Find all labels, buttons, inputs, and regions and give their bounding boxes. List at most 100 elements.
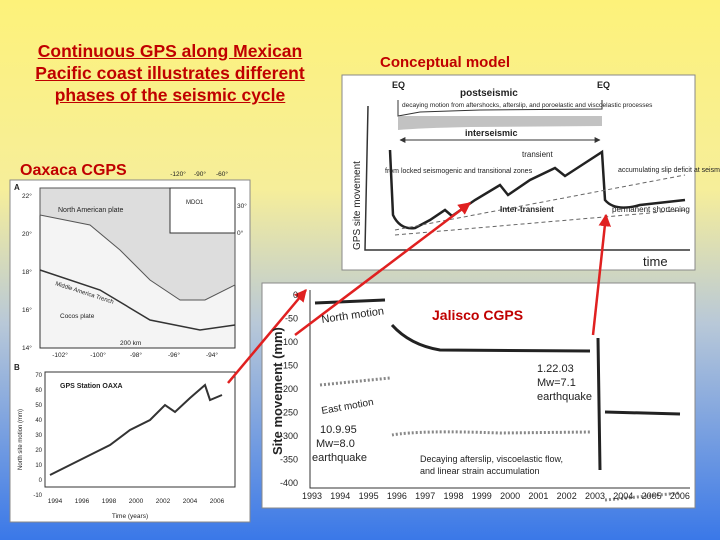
label: -100° [90, 351, 106, 359]
label: from locked seismogenic and transitional… [385, 168, 533, 175]
label: interseismic [465, 128, 518, 138]
label: time [643, 254, 668, 269]
label: EQ [597, 80, 610, 90]
inset-map [169, 187, 236, 234]
label: A [14, 183, 20, 192]
label: Cocos plate [60, 313, 95, 320]
label: 1995 [359, 491, 379, 501]
label: 2002 [156, 498, 171, 505]
label: -90° [194, 170, 206, 178]
label: -250 [280, 408, 298, 418]
label: -150 [280, 361, 298, 371]
label: 10.9.95 [320, 424, 357, 436]
label: -98° [130, 351, 142, 359]
label: 20° [22, 230, 32, 238]
north-series [314, 298, 681, 471]
label: 1996 [387, 491, 407, 501]
postseismic-bracket [397, 100, 603, 117]
axes [364, 105, 690, 251]
slide-title: Continuous GPS along Mexican Pacific coa… [35, 41, 305, 105]
label: 70 [35, 373, 42, 379]
label: -60° [216, 170, 228, 178]
label: 16° [22, 306, 32, 314]
label: 200 km [120, 340, 141, 347]
label: Decaying afterslip, viscoelastic flow, [420, 454, 563, 464]
label: accumulating slip deficit at seismogenic… [618, 167, 720, 174]
trench-line [39, 269, 236, 331]
label: 22° [22, 192, 32, 200]
label: postseismic [460, 88, 518, 99]
label: earthquake [312, 452, 367, 464]
label: -94° [206, 351, 218, 359]
label: -102° [52, 351, 68, 359]
label: 0 [293, 290, 298, 300]
label: GPS Station OAXA [60, 383, 123, 390]
decay-wedge [398, 116, 602, 130]
label: 18° [22, 268, 32, 276]
label: -10 [33, 493, 42, 499]
label: 2002 [557, 491, 577, 501]
conceptual-panel [341, 74, 696, 271]
label: -120° [170, 170, 186, 178]
label: 1997 [415, 491, 435, 501]
east-series [319, 376, 681, 502]
label: -400 [280, 478, 298, 488]
label: GPS site movement [352, 161, 363, 250]
label: 2001 [528, 491, 548, 501]
label: Mw=7.1 [537, 377, 576, 389]
motion-curve [388, 149, 686, 230]
label: -300 [280, 431, 298, 441]
jalisco-panel [261, 282, 696, 509]
label: 2000 [500, 491, 520, 501]
label: EQ [392, 80, 405, 90]
oaxa-plot-frame [44, 371, 236, 488]
label: 1994 [330, 491, 350, 501]
label: decaying motion from aftershocks, afters… [402, 102, 653, 109]
oaxaca-heading: Oaxaca CGPS [20, 162, 127, 179]
label: 1999 [472, 491, 492, 501]
label: 2003 [585, 491, 605, 501]
label: 1998 [443, 491, 463, 501]
label: 2004 [613, 491, 633, 501]
conceptual-heading: Conceptual model [380, 54, 511, 71]
label: 1.22.03 [537, 363, 574, 375]
label: 1993 [302, 491, 322, 501]
label: -100 [280, 337, 298, 347]
label: North site motion (mm) [18, 409, 24, 470]
arrow [227, 289, 307, 384]
inter-transient-line [394, 174, 686, 231]
label: -200 [280, 384, 298, 394]
label: 40 [35, 418, 42, 424]
label: 1996 [75, 498, 90, 505]
label: Site movement (mm) [270, 327, 285, 455]
label: permanent shortening [612, 205, 690, 214]
label: -350 [280, 455, 298, 465]
label: -50 [285, 314, 298, 324]
label: 50 [35, 403, 42, 409]
label: 1998 [102, 498, 117, 505]
label: 2006 [670, 491, 690, 501]
label: 2000 [129, 498, 144, 505]
label: B [14, 363, 20, 372]
jalisco-heading: Jalisco CGPS [432, 307, 523, 323]
oaxa-series [49, 383, 223, 476]
label: 1994 [48, 498, 63, 505]
label: 0° [237, 229, 244, 237]
arrow [294, 202, 471, 336]
label: 20 [35, 448, 42, 454]
label: 2005 [642, 491, 662, 501]
label: earthquake [537, 391, 592, 403]
label: 2006 [210, 498, 225, 505]
label: 14° [22, 344, 32, 352]
label: Mw=8.0 [316, 438, 355, 450]
label: transient [522, 150, 553, 159]
label: 30 [35, 433, 42, 439]
label: North American plate [58, 207, 123, 214]
label: 10 [35, 463, 42, 469]
label: -96° [168, 351, 180, 359]
label: 60 [35, 388, 42, 394]
arrow [591, 213, 612, 336]
jalisco-axes [309, 290, 690, 489]
label: 0 [39, 478, 43, 484]
